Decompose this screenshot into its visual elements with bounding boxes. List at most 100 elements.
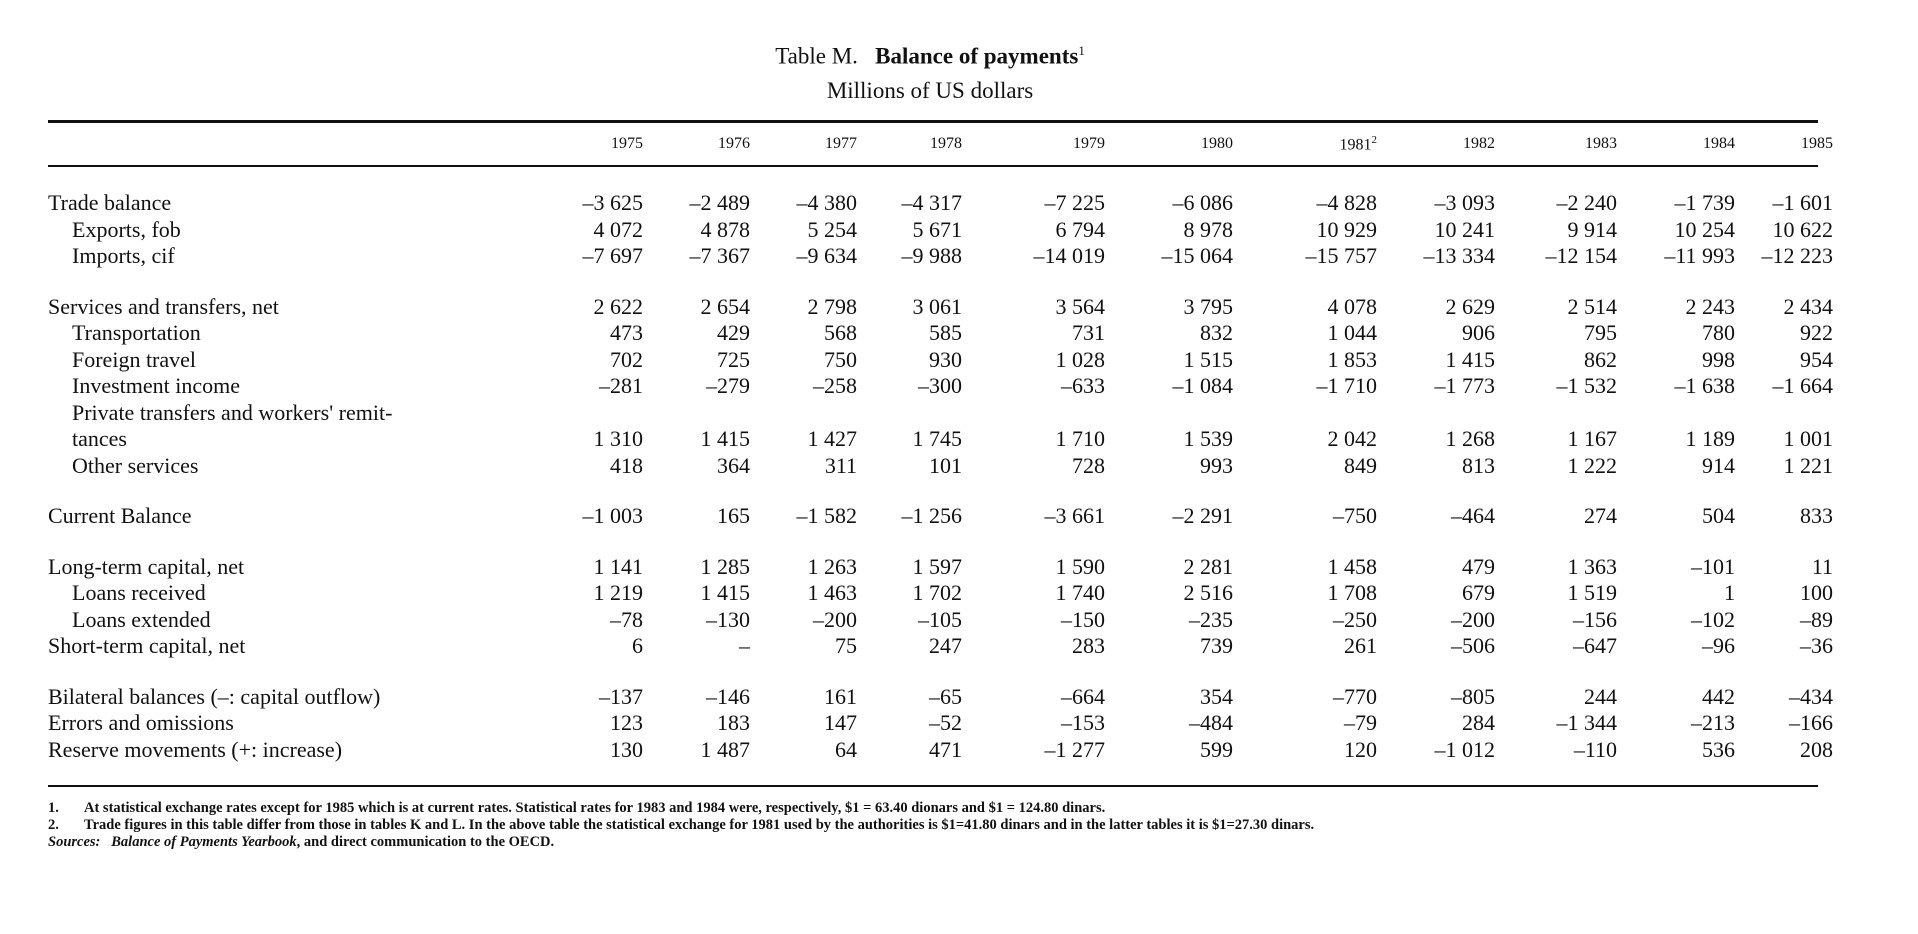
row-label: Loans extended [72,606,211,632]
value-cell: 2 654 [700,293,751,319]
value-cell: –1 582 [796,503,858,528]
balance-of-payments-table: Trade balance –3 625 –2 489 –4 380 –4 317 –7 … [48,190,1833,763]
value-cell: 1 710 [1055,426,1106,451]
value-cell: 728 [1072,452,1105,478]
year-header: 1983 [1495,128,1617,160]
year-label: 1983 [1585,135,1617,152]
value-cell: 2 516 [1183,580,1234,605]
value-cell: 1 415 [700,426,751,451]
value-cell [1377,400,1495,427]
row-spacer [48,660,1833,684]
value-cell: 993 [1200,452,1233,478]
table-body: Trade balance –3 625 –2 489 –4 380 –4 317 –7 … [48,190,1833,763]
value-cell: 100 [1800,580,1833,605]
year-header: 1980 [1105,128,1233,160]
table-row: tances 1 310 1 415 1 427 1 745 1 710 1 539 2 04… [48,426,1833,453]
value-cell: –12 223 [1761,243,1834,268]
value-cell: 1 427 [807,426,858,451]
year-label: 1980 [1201,135,1233,152]
value-cell: –102 [1691,606,1735,632]
value-cell: –7 697 [582,243,644,268]
year-header-row: 1975 1976 1977 1978 1979 1980 19812 1982 1983 198… [48,128,1833,160]
value-cell: 2 042 [1327,426,1378,451]
value-cell: –434 [1789,683,1833,709]
value-cell: 1 590 [1055,553,1106,579]
value-cell: 1 189 [1685,426,1736,451]
value-cell: –1 532 [1556,373,1618,398]
row-label: Reserve movements (+: increase) [48,736,343,762]
value-cell: 5 254 [807,216,858,242]
value-cell: –9 988 [901,243,963,268]
footnote-1-number: 1. [48,800,59,816]
value-cell: 1 415 [1445,346,1496,372]
value-cell: –14 019 [1033,243,1106,268]
value-cell: –6 086 [1172,190,1234,215]
value-cell: 147 [824,710,857,735]
value-cell: –1 012 [1434,736,1496,762]
value-cell: –36 [1800,633,1833,658]
value-cell: 9 914 [1567,216,1618,242]
value-cell: 471 [929,736,962,762]
value-cell: 585 [929,320,962,345]
row-label: Private transfers and workers' remit- [72,399,393,425]
value-cell: 599 [1200,736,1233,762]
value-cell: 364 [717,452,750,478]
value-cell: 261 [1344,633,1377,658]
year-label: 1984 [1703,135,1735,152]
table-row: Private transfers and workers' remit- [48,400,1833,427]
value-cell: 2 622 [593,293,644,319]
value-cell: 247 [929,633,962,658]
sources-title: Balance of Payments Yearbook [111,834,297,850]
value-cell: –9 634 [796,243,858,268]
title-footnote-marker: 1 [1078,43,1085,58]
value-cell: –1 710 [1316,373,1378,398]
value-cell: 354 [1200,683,1233,709]
value-cell: –664 [1061,683,1105,709]
value-cell: –79 [1344,710,1377,735]
value-cell: 274 [1584,503,1617,528]
value-cell: 813 [1462,452,1495,478]
row-label: Other services [72,452,199,478]
value-cell: 725 [717,346,750,372]
table-subtitle: Millions of US dollars [826,77,1034,103]
value-cell: –235 [1189,606,1233,632]
row-spacer [48,270,1833,294]
value-cell: 849 [1344,452,1377,478]
value-cell: –1 773 [1434,373,1496,398]
year-label: 1976 [718,135,750,152]
value-cell: 8 978 [1183,216,1234,242]
value-cell: 1 597 [912,553,963,579]
value-cell: 739 [1200,633,1233,658]
value-cell: 1 310 [593,426,644,451]
value-cell: 954 [1800,346,1833,372]
value-cell: 1 458 [1327,553,1378,579]
table-row: Services and transfers, net 2 622 2 654 2 7… [48,294,1833,321]
value-cell: 1 519 [1567,580,1618,605]
row-label: Errors and omissions [48,710,234,735]
table-row: Investment income –281 –279 –258 –300 –633 –1 … [48,373,1833,400]
value-cell [538,400,643,427]
table-row: Transportation 473 429 568 585 731 832 1 044 906… [48,320,1833,347]
value-cell: –11 993 [1664,243,1735,268]
year-label: 1982 [1463,135,1495,152]
year-label: 1979 [1073,135,1105,152]
value-cell: 914 [1702,452,1735,478]
table-row: Reserve movements (+: increase) 130 1 487 6… [48,737,1833,764]
value-cell: 1 515 [1183,346,1234,372]
value-cell: 2 514 [1567,293,1618,319]
row-spacer [48,479,1833,503]
value-cell: –1 601 [1772,190,1834,215]
year-header: 1982 [1377,128,1495,160]
value-cell [1233,400,1377,427]
footnote-2-text: Trade figures in this table differ from … [84,817,1315,833]
value-cell: 1 708 [1327,580,1378,605]
row-label: Services and transfers, net [48,293,279,319]
spacer-cell [48,270,1833,294]
value-cell: 679 [1462,580,1495,605]
value-cell: –65 [929,683,962,709]
value-cell: 1 702 [912,580,963,605]
value-cell: –4 828 [1316,190,1378,215]
value-cell: 1 [1724,580,1735,605]
value-cell: 536 [1702,736,1735,762]
value-cell: –1 277 [1044,736,1106,762]
